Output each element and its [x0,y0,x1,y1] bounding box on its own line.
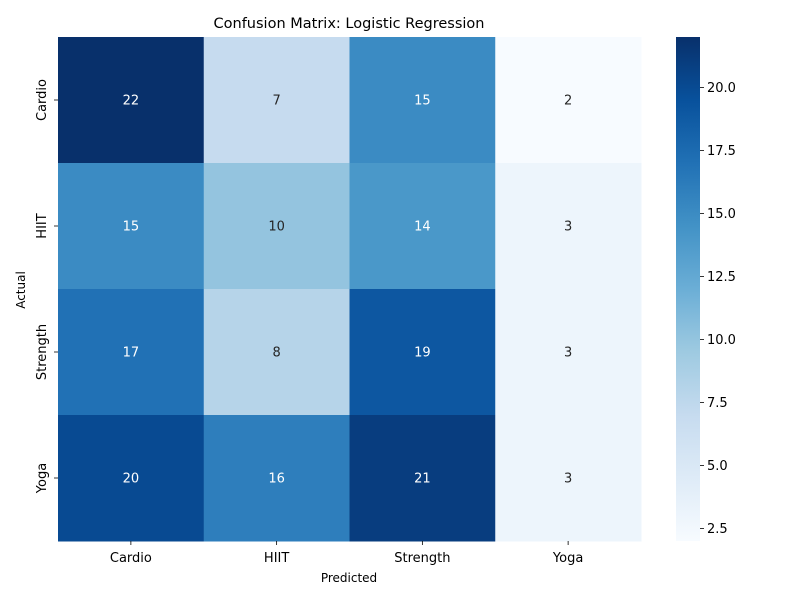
heatmap-cell [203,37,350,164]
heatmap-cell [349,163,496,290]
cell-value-label: 7 [272,94,280,109]
cell-value-label: 19 [414,346,431,361]
cell-value-label: 15 [414,94,431,109]
cell-value-label: 2 [564,94,572,109]
cell-value-label: 17 [123,346,140,361]
heatmap-cell [58,37,205,164]
x-tick-label: Yoga [552,551,583,566]
colorbar-tick-label: 10.0 [707,333,736,348]
x-tick-label: HIIT [264,551,289,566]
heatmap-cell [349,415,496,542]
cell-value-label: 8 [272,346,280,361]
x-tick-label: Strength [394,551,450,566]
heatmap-cells [58,37,642,542]
colorbar [676,37,700,541]
heatmap-cell [495,37,642,164]
heatmap-cell [58,289,205,416]
heatmap-cell [495,163,642,290]
y-tick-label: HIIT [35,213,50,238]
y-tick-label: Yoga [35,463,50,494]
y-tick-label: Cardio [35,79,50,121]
cell-value-label: 3 [564,220,572,235]
heatmap-cell [495,289,642,416]
heatmap-cell [203,289,350,416]
colorbar-tick-label: 20.0 [707,81,736,96]
heatmap-cell [349,37,496,164]
heatmap-cell [349,289,496,416]
cell-annotations: 22 7 15 2 15 10 14 3 17 8 19 3 20 16 21 3 [123,94,573,487]
colorbar-tick-label: 2.5 [707,522,728,537]
cell-value-label: 3 [564,346,572,361]
cell-value-label: 15 [123,220,140,235]
y-axis-label: Actual [14,271,28,309]
heatmap-cell [203,415,350,542]
cell-value-label: 3 [564,472,572,487]
x-axis-label: Predicted [321,571,377,585]
heatmap-cell [58,415,205,542]
cell-value-label: 10 [268,220,285,235]
colorbar-tick-label: 5.0 [707,459,728,474]
cell-value-label: 16 [268,472,285,487]
colorbar-tick-label: 17.5 [707,144,736,159]
colorbar-tick-label: 15.0 [707,207,736,222]
heatmap-cell [495,415,642,542]
cell-value-label: 14 [414,220,431,235]
x-tick-label: Cardio [110,551,152,566]
cell-value-label: 20 [123,472,140,487]
y-axis-ticks: Cardio HIIT Strength Yoga [35,79,58,494]
y-tick-label: Strength [35,324,50,380]
cell-value-label: 21 [414,472,431,487]
cell-value-label: 22 [123,94,140,109]
heatmap-cell [203,163,350,290]
chart-title: Confusion Matrix: Logistic Regression [214,16,485,32]
colorbar-ticks: 2.5 5.0 7.5 10.0 12.5 15.0 17.5 20.0 [700,81,736,537]
heatmap-cell [58,163,205,290]
colorbar-tick-label: 12.5 [707,270,736,285]
x-axis-ticks: Cardio HIIT Strength Yoga [110,541,583,566]
colorbar-tick-label: 7.5 [707,396,728,411]
